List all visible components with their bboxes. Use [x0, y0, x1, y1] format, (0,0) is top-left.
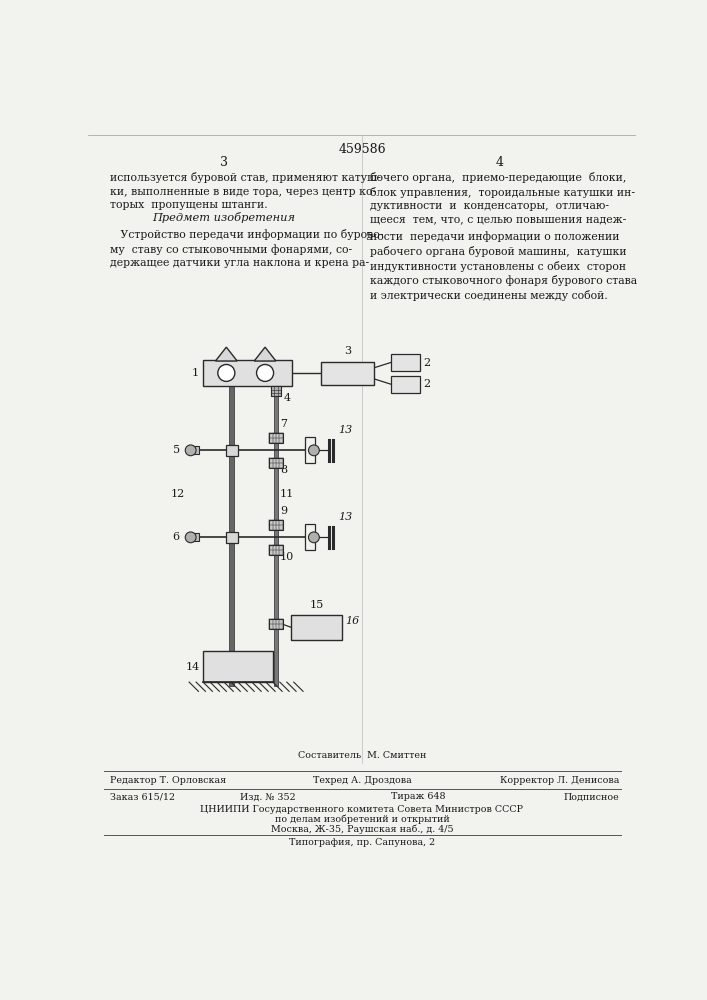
Text: Москва, Ж-35, Раушская наб., д. 4/5: Москва, Ж-35, Раушская наб., д. 4/5	[271, 825, 453, 834]
Text: Подписное: Подписное	[563, 792, 619, 801]
Text: 15: 15	[310, 600, 324, 610]
Text: 4: 4	[284, 393, 291, 403]
Bar	[226, 532, 238, 543]
Text: Тираж 648: Тираж 648	[391, 792, 445, 801]
Bar	[203, 651, 273, 682]
Text: Техред А. Дроздова: Техред А. Дроздова	[312, 776, 411, 785]
Bar	[191, 533, 199, 541]
Text: Заказ 615/12: Заказ 615/12	[110, 792, 175, 801]
Text: Составитель  М. Смиттен: Составитель М. Смиттен	[298, 751, 426, 760]
Text: ности  передачи информации о положении
рабочего органа буровой машины,  катушки
: ности передачи информации о положении ра…	[370, 232, 637, 301]
Text: 5: 5	[173, 445, 180, 455]
Bar	[391, 354, 420, 371]
Text: 11: 11	[280, 489, 294, 499]
Bar	[269, 520, 283, 530]
Text: Редактор Т. Орловская: Редактор Т. Орловская	[110, 776, 226, 785]
Text: Типография, пр. Сапунова, 2: Типография, пр. Сапунова, 2	[289, 838, 435, 847]
Bar	[269, 458, 283, 468]
Text: 6: 6	[173, 532, 180, 542]
Text: Изд. № 352: Изд. № 352	[240, 792, 295, 801]
Text: Устройство передачи информации по бурово-
му  ставу со стыковочными фонарями, со: Устройство передачи информации по бурово…	[110, 229, 383, 268]
Text: 16: 16	[345, 616, 359, 626]
Bar	[203, 360, 292, 386]
Text: по делам изобретений и открытий: по делам изобретений и открытий	[274, 815, 450, 824]
Bar	[191, 446, 199, 454]
Text: 3: 3	[344, 346, 351, 356]
Circle shape	[185, 532, 196, 543]
Text: 13: 13	[338, 425, 352, 435]
Text: 10: 10	[280, 552, 294, 562]
Bar	[305, 533, 314, 541]
Polygon shape	[255, 347, 276, 361]
Text: 4: 4	[495, 156, 503, 169]
Circle shape	[308, 532, 320, 543]
Text: Предмет изобретения: Предмет изобретения	[153, 212, 296, 223]
Text: 9: 9	[280, 506, 287, 516]
Circle shape	[257, 364, 274, 381]
Text: 3: 3	[220, 156, 228, 169]
Text: 7: 7	[280, 419, 287, 429]
Polygon shape	[216, 347, 237, 361]
Bar	[305, 524, 315, 550]
Bar	[305, 446, 314, 454]
Bar	[230, 386, 234, 686]
Bar	[391, 376, 420, 393]
Text: бочего органа,  приемо-передающие  блоки,
блок управления,  тороидальные катушки: бочего органа, приемо-передающие блоки, …	[370, 172, 635, 224]
Bar	[226, 445, 238, 456]
Text: используется буровой став, применяют катуш-
ки, выполненные в виде тора, через ц: используется буровой став, применяют кат…	[110, 172, 381, 210]
Bar	[269, 545, 283, 555]
Text: 13: 13	[338, 512, 352, 522]
Text: 5: 5	[365, 232, 372, 242]
Text: 8: 8	[280, 465, 287, 475]
Circle shape	[218, 364, 235, 381]
Bar	[305, 437, 315, 463]
Bar	[271, 386, 281, 396]
Text: 12: 12	[171, 489, 185, 499]
Text: 14: 14	[186, 662, 200, 672]
Bar	[269, 619, 283, 629]
Text: Корректор Л. Денисова: Корректор Л. Денисова	[500, 776, 619, 785]
Text: ЦНИИПИ Государственного комитета Совета Министров СССР: ЦНИИПИ Государственного комитета Совета …	[201, 805, 523, 814]
Bar	[291, 615, 341, 640]
Bar	[269, 433, 283, 443]
Bar	[321, 362, 373, 385]
Text: 2: 2	[423, 358, 431, 368]
Text: 459586: 459586	[338, 143, 386, 156]
Text: 1: 1	[192, 368, 199, 378]
Circle shape	[308, 445, 320, 456]
Bar	[274, 386, 279, 686]
Circle shape	[185, 445, 196, 456]
Text: 2: 2	[423, 379, 431, 389]
